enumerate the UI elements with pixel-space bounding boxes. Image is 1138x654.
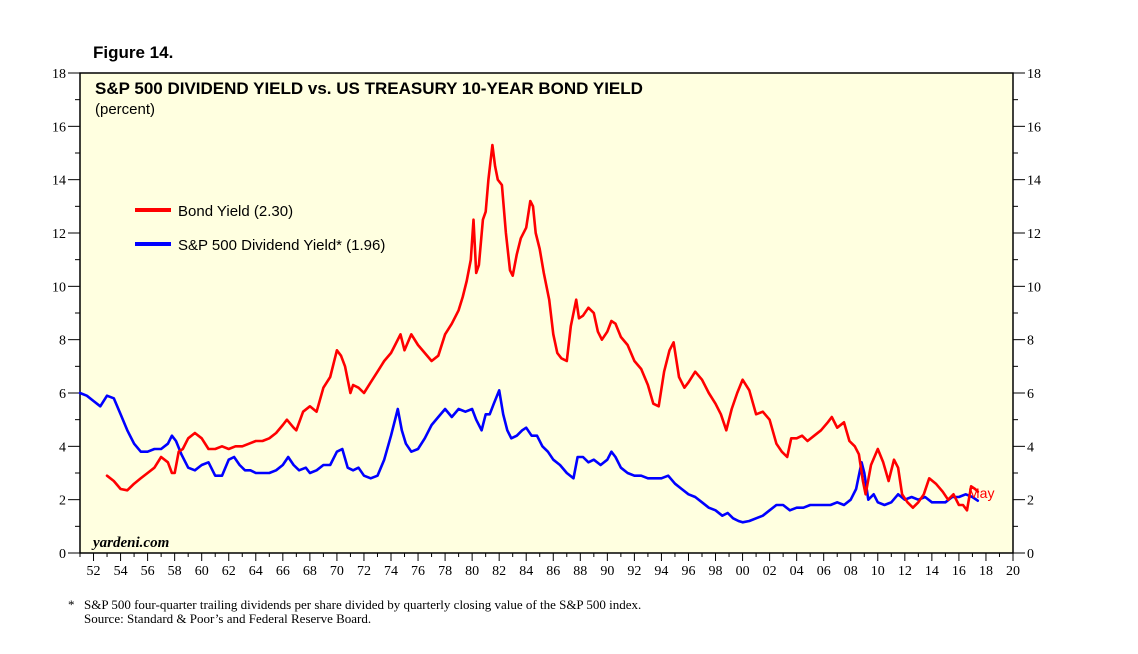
x-tick-label: 74	[384, 564, 398, 579]
end-annotation-may: May	[968, 485, 994, 501]
y-tick-label-right: 12	[1027, 227, 1041, 242]
y-tick-label-left: 2	[59, 494, 66, 509]
x-tick-label: 68	[303, 564, 317, 579]
x-tick-label: 20	[1006, 564, 1020, 579]
x-tick-label: 10	[871, 564, 885, 579]
y-tick-label-right: 16	[1027, 120, 1041, 135]
y-tick-label-left: 14	[52, 174, 66, 189]
chart-title: S&P 500 DIVIDEND YIELD vs. US TREASURY 1…	[95, 79, 643, 98]
x-tick-label: 52	[87, 564, 101, 579]
y-tick-label-right: 10	[1027, 280, 1041, 295]
plot-background	[79, 72, 1014, 554]
x-tick-label: 72	[357, 564, 371, 579]
footnote-line-1: S&P 500 four-quarter trailing dividends …	[84, 597, 641, 612]
bond-yield-line	[105, 143, 980, 512]
x-tick-label: 18	[979, 564, 993, 579]
chart-subtitle: (percent)	[95, 101, 155, 118]
y-tick-label-left: 4	[59, 440, 66, 455]
x-tick-label: 60	[195, 564, 209, 579]
legend-label-dividend: S&P 500 Dividend Yield* (1.96)	[178, 237, 385, 254]
x-tick-label: 14	[925, 564, 939, 579]
y-tick-label-left: 16	[52, 120, 66, 135]
axis-ticks	[68, 72, 1025, 561]
x-tick-label: 94	[654, 564, 668, 579]
x-tick-label: 16	[952, 564, 966, 579]
y-tick-label-left: 18	[52, 67, 66, 82]
x-tick-label: 84	[519, 564, 533, 579]
y-axis-right: 0 2 4 6 8 10 12 14 16 18	[1027, 67, 1041, 562]
y-tick-label-left: 6	[59, 387, 66, 402]
y-tick-label-left: 12	[52, 227, 66, 242]
y-tick-label-left: 8	[59, 334, 66, 349]
footnote-marker: *	[68, 597, 75, 612]
x-tick-label: 86	[546, 564, 560, 579]
y-tick-label-right: 14	[1027, 174, 1041, 189]
x-tick-label: 66	[276, 564, 290, 579]
y-tick-label-left: 10	[52, 280, 66, 295]
y-tick-label-right: 0	[1027, 547, 1034, 562]
x-tick-label: 76	[411, 564, 425, 579]
x-tick-label: 54	[114, 564, 128, 579]
x-tick-label: 02	[763, 564, 777, 579]
x-tick-label: 00	[736, 564, 750, 579]
figure-label: Figure 14.	[93, 43, 173, 62]
x-tick-label: 82	[492, 564, 506, 579]
series-layer	[78, 143, 980, 524]
y-tick-label-right: 2	[1027, 494, 1034, 509]
y-tick-label-right: 4	[1027, 440, 1034, 455]
x-tick-label: 06	[817, 564, 831, 579]
y-tick-label-right: 6	[1027, 387, 1034, 402]
x-tick-label: 04	[790, 564, 804, 579]
x-tick-label: 88	[573, 564, 587, 579]
y-tick-label-right: 8	[1027, 334, 1034, 349]
x-tick-label: 64	[249, 564, 263, 579]
x-tick-label: 56	[141, 564, 155, 579]
watermark: yardeni.com	[91, 535, 169, 551]
x-tick-label: 98	[709, 564, 723, 579]
x-tick-label: 92	[627, 564, 641, 579]
dividend-yield-line	[78, 388, 980, 524]
y-tick-label-right: 18	[1027, 67, 1041, 82]
x-tick-label: 80	[465, 564, 479, 579]
x-tick-label: 58	[168, 564, 182, 579]
legend-label-bond: Bond Yield (2.30)	[178, 203, 293, 220]
x-tick-label: 08	[844, 564, 858, 579]
x-tick-label: 96	[681, 564, 695, 579]
footnote-line-2: Source: Standard & Poor’s and Federal Re…	[84, 611, 371, 626]
x-tick-label: 70	[330, 564, 344, 579]
x-tick-label: 62	[222, 564, 236, 579]
x-tick-label: 90	[600, 564, 614, 579]
y-tick-label-left: 0	[59, 547, 66, 562]
x-axis: 52 54 56 58 60 62 64 66 68 70 72 74 76 78 80 82 84 86 88 90…	[87, 564, 1020, 579]
y-axis-left: 0 2 4 6 8 10 12 14 16 18	[52, 67, 66, 562]
x-tick-label: 78	[438, 564, 452, 579]
x-tick-label: 12	[898, 564, 912, 579]
